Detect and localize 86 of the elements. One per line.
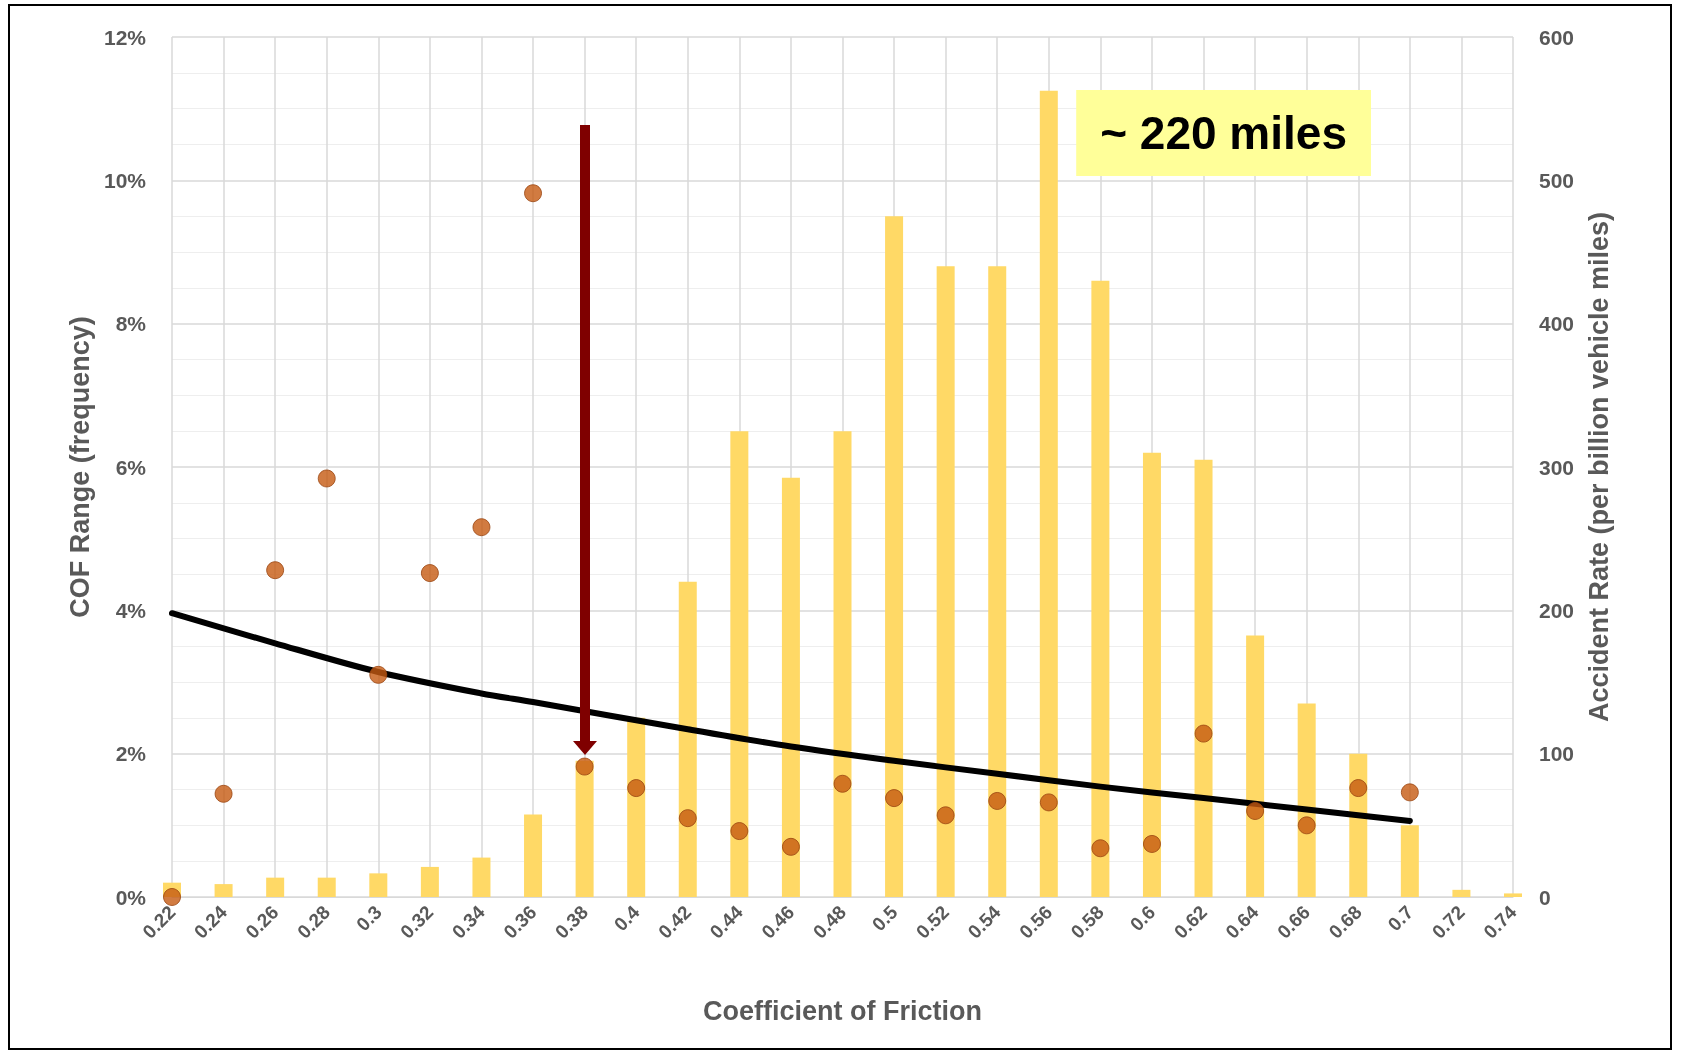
bar (266, 877, 285, 897)
x-tick-label: 0.36 (499, 901, 541, 943)
point (1194, 724, 1213, 743)
point (627, 779, 646, 798)
x-tick-label: 0.66 (1273, 901, 1315, 943)
x-tick-label: 0.28 (293, 901, 335, 943)
y2-tick-label: 400 (1539, 312, 1575, 336)
x-tick-label: 0.72 (1427, 901, 1469, 943)
point (214, 784, 233, 803)
y-tick-label: 10% (103, 168, 147, 192)
point (936, 806, 955, 825)
bar (524, 814, 543, 897)
bar (1246, 635, 1265, 897)
point (163, 888, 181, 906)
y2-tick-label: 300 (1539, 455, 1575, 479)
point (1349, 779, 1368, 798)
point (369, 665, 388, 684)
point (1297, 816, 1316, 835)
point (730, 822, 749, 841)
bar (1039, 90, 1058, 897)
point (781, 837, 800, 856)
bar (730, 431, 749, 897)
bar (1142, 452, 1161, 897)
y-tick-label: 2% (115, 742, 147, 766)
point (1246, 802, 1265, 820)
x-tick-label: 0.42 (654, 901, 696, 943)
y-tick-label: 12% (103, 25, 147, 49)
bar (369, 873, 388, 897)
bar (472, 857, 491, 897)
bar (885, 216, 904, 897)
x-tick-label: 0.46 (757, 901, 799, 943)
annotation: ~ 220 miles (1100, 107, 1348, 159)
bar (1091, 280, 1110, 897)
point (833, 774, 852, 793)
point (1400, 783, 1419, 802)
bar (1452, 889, 1471, 897)
point (678, 809, 697, 828)
point (266, 561, 285, 580)
x-tick-label: 0.58 (1066, 901, 1108, 943)
bar (575, 760, 594, 897)
x-tick-label: 0.6 (1125, 901, 1160, 936)
x-tick-label: 0.7 (1383, 901, 1418, 936)
y-tick-label: 6% (115, 455, 147, 479)
point (317, 469, 336, 488)
y-tick-label: 8% (115, 312, 147, 336)
point (1039, 793, 1058, 812)
y2-tick-label: 0 (1539, 885, 1551, 909)
bar (317, 877, 336, 897)
x-tick-label: 0.3 (352, 901, 386, 936)
y2-tick-label: 500 (1539, 168, 1575, 192)
y-tick-label: 4% (115, 598, 147, 622)
y2-tick-label: 100 (1539, 742, 1575, 766)
x-tick-label: 0.32 (396, 901, 438, 943)
bar (936, 266, 955, 897)
bar (1194, 459, 1213, 897)
x-tick-label: 0.62 (1169, 901, 1211, 943)
point (1142, 834, 1161, 853)
y2-axis-title: Accident Rate (per billion vehicle miles) (1583, 211, 1614, 723)
bar (214, 884, 233, 897)
x-tick-label: 0.38 (551, 901, 593, 943)
y-axis-title: COF Range (frequency) (64, 316, 95, 618)
y-tick-label: 0% (115, 885, 147, 909)
point (524, 184, 543, 203)
bar (678, 581, 697, 897)
point (575, 757, 594, 776)
x-tick-label: 0.68 (1324, 901, 1366, 943)
bar (988, 266, 1007, 897)
point (472, 518, 491, 537)
bar (1504, 893, 1522, 897)
x-axis-title: Coefficient of Friction (703, 995, 982, 1026)
x-tick-label: 0.26 (241, 901, 283, 943)
bar (833, 431, 852, 897)
y2-tick-label: 200 (1539, 598, 1575, 622)
bar (1400, 825, 1419, 897)
point (1091, 839, 1110, 858)
x-tick-label: 0.56 (1015, 901, 1057, 943)
point (420, 564, 439, 583)
bar (781, 477, 800, 897)
x-tick-label: 0.48 (808, 901, 850, 943)
x-tick-label: 0.4 (610, 901, 644, 936)
point (885, 789, 904, 808)
y2-tick-label: 600 (1539, 25, 1575, 49)
x-tick-label: 0.52 (912, 901, 954, 943)
x-tick-label: 0.5 (867, 901, 902, 936)
point (988, 791, 1007, 810)
bar (420, 866, 439, 897)
